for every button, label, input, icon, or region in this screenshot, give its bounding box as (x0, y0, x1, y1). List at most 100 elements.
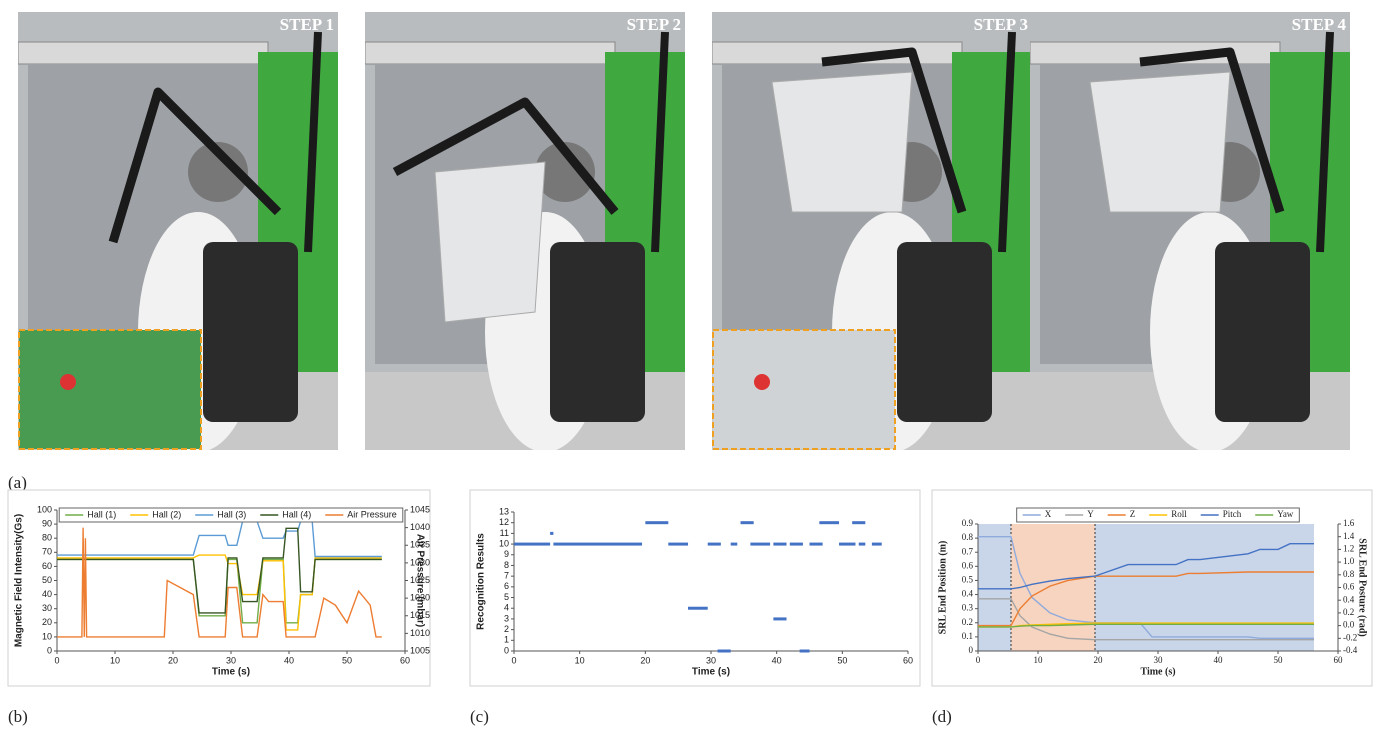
inset (19, 330, 201, 449)
x-tick-label: 20 (640, 655, 650, 665)
x-tick-label: 0 (511, 655, 516, 665)
segment (872, 543, 882, 546)
y-tick-label: 0.5 (962, 575, 974, 585)
legend-label: Hall (4) (282, 509, 311, 519)
x-tick-label: 10 (575, 655, 585, 665)
y-tick-label: 13 (499, 506, 509, 516)
y2-tick-label: -0.4 (1343, 645, 1358, 655)
x-tick-label: 60 (903, 655, 913, 665)
y-tick-label: 0.1 (962, 631, 973, 641)
chart-frame (470, 490, 920, 686)
x-tick-label: 30 (226, 655, 236, 665)
panel-label: (d) (932, 707, 952, 726)
legend-label: Hall (1) (87, 509, 116, 519)
segment (708, 543, 721, 546)
y-tick-label: 0.3 (962, 603, 974, 613)
y-tick-label: 80 (42, 533, 52, 543)
photo: STEP 1 (18, 12, 338, 452)
legend-label: Pitch (1223, 509, 1242, 519)
x-tick-label: 50 (837, 655, 847, 665)
region (978, 524, 1011, 651)
x-tick-label: 10 (1034, 655, 1044, 665)
y-tick-label: 90 (42, 518, 52, 528)
y-tick-label: 0 (504, 645, 509, 655)
x-tick-label: 40 (1214, 655, 1224, 665)
panel-label: (c) (470, 707, 489, 726)
y2-tick-label: 1045 (410, 504, 430, 514)
photo-scene (712, 12, 1032, 452)
y-tick-label: 8 (504, 560, 509, 570)
y2-tick-label: 0.4 (1343, 594, 1355, 604)
panel-label: (a) (8, 473, 27, 492)
y-tick-label: 2 (504, 624, 509, 634)
shelf (18, 42, 268, 64)
segment (790, 543, 803, 546)
y-tick-label: 4 (504, 603, 509, 613)
y-tick-label: 0 (969, 645, 974, 655)
legend-label: Y (1087, 509, 1094, 519)
backpack (1215, 242, 1310, 422)
step-label: STEP 4 (1292, 15, 1347, 34)
y2-tick-label: 1010 (410, 628, 430, 638)
y-tick-label: 100 (37, 504, 52, 514)
segment (645, 521, 668, 524)
backpack (897, 242, 992, 422)
y-axis-title: Recognition Results (476, 533, 487, 630)
legend-label: Hall (3) (217, 509, 246, 519)
y-tick-label: 0.8 (962, 532, 974, 542)
x-tick-label: 40 (772, 655, 782, 665)
y-tick-label: 7 (504, 571, 509, 581)
y-tick-label: 5 (504, 592, 509, 602)
backpack (203, 242, 298, 422)
y-tick-label: 70 (42, 547, 52, 557)
x-tick-label: 30 (1154, 655, 1164, 665)
x-tick-label: 0 (54, 655, 59, 665)
y-tick-label: 10 (42, 631, 52, 641)
shelf (365, 42, 615, 64)
y-axis-title: SRL End Position (m) (937, 541, 948, 635)
segment (718, 650, 731, 653)
segment (688, 607, 708, 610)
y-tick-label: 0.9 (962, 518, 974, 528)
y-tick-label: 40 (42, 589, 52, 599)
x-tick-label: 0 (976, 655, 981, 665)
segment (750, 543, 770, 546)
y2-tick-label: 1.4 (1343, 531, 1355, 541)
step-label: STEP 2 (627, 15, 681, 34)
photo: STEP 2 (365, 12, 685, 452)
y2-axis-title: SRL End Posture (rad) (1357, 538, 1368, 636)
inset-marker (60, 374, 76, 390)
panel-box (772, 72, 912, 212)
segment (553, 543, 642, 546)
segment (514, 543, 550, 546)
y-tick-label: 1 (504, 635, 509, 645)
x-tick-label: 60 (1334, 655, 1344, 665)
y-tick-label: 3 (504, 613, 509, 623)
y2-tick-label: 1.6 (1343, 518, 1355, 528)
segment (859, 543, 866, 546)
y-tick-label: 60 (42, 561, 52, 571)
region (1095, 524, 1314, 651)
legend-label: Yaw (1277, 509, 1294, 519)
x-tick-label: 20 (168, 655, 178, 665)
figure: (a) (b) (c) (d) STEP 1STEP 2STEP 3STEP 4… (0, 0, 1381, 731)
chart: 0102030405060010203040506070809010010051… (8, 490, 430, 686)
panel-box (1090, 72, 1230, 212)
photo-scene (1030, 12, 1350, 452)
segment (839, 543, 855, 546)
legend: Hall (1)Hall (2)Hall (3)Hall (4)Air Pres… (59, 508, 403, 522)
legend-label: Air Pressure (347, 509, 397, 519)
backpack (550, 242, 645, 422)
y2-axis-title: Air Pressure (mbar) (414, 534, 425, 627)
y-tick-label: 10 (499, 538, 509, 548)
y-tick-label: 12 (499, 517, 509, 527)
segment (819, 521, 839, 524)
step-label: STEP 1 (280, 15, 334, 34)
step-label: STEP 3 (974, 15, 1028, 34)
y-tick-label: 0.4 (962, 589, 974, 599)
x-tick-label: 40 (284, 655, 294, 665)
panel-box (435, 162, 545, 322)
